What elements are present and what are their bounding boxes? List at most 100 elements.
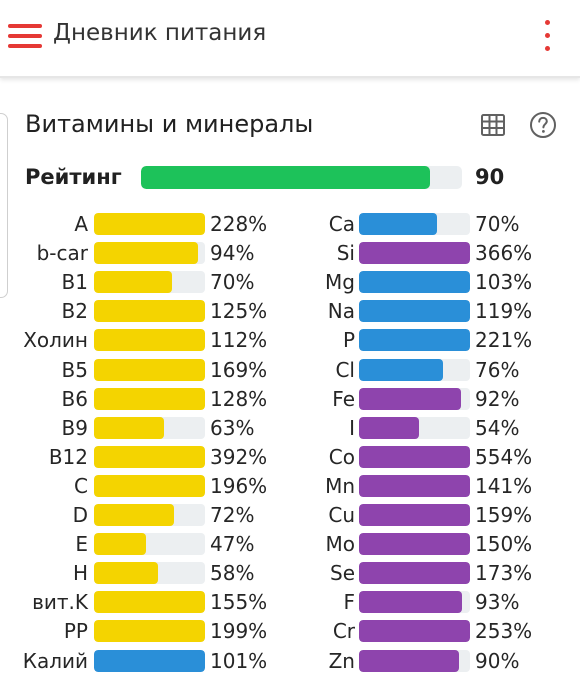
nutrient-name: B2 [61,299,88,324]
nutrient-bar-fill [94,562,159,585]
nutrient-percent: 92% [475,386,520,411]
nutrient-row: A 228% [0,212,580,236]
nutrient-row: Fe 92% [0,387,580,411]
nutrient-name: Zn [328,648,355,673]
nutrient-bar [94,591,205,614]
nutrient-bar [359,387,470,410]
nutrient-bar [359,213,470,235]
nutrient-bar-fill [359,533,470,556]
nutrient-name: Se [330,561,355,586]
nutrient-percent: 119% [475,299,533,324]
menu-icon[interactable] [8,21,42,51]
nutrient-percent: 70% [475,212,520,236]
nutrient-name: B12 [48,444,88,469]
nutrient-bar-fill [359,620,470,643]
nutrient-percent: 228% [210,212,268,236]
nutrient-row: B2 125% [0,299,580,323]
nutrient-row: Mn 141% [0,474,580,498]
nutrient-bar [359,271,470,294]
nutrient-name: Na [327,299,355,324]
nutrient-row: Холин 112% [0,328,580,352]
nutrient-bar-fill [94,358,205,381]
nutrient-bar-fill [94,387,205,410]
nutrient-name: b-car [36,241,88,266]
nutrient-name: B1 [61,270,88,295]
nutrient-row: b-car 94% [0,241,580,265]
nutrient-row: Cr 253% [0,619,580,643]
nutrient-percent: 392% [210,444,268,469]
nutrient-bar-fill [359,649,459,672]
nutrient-row: PP 199% [0,619,580,643]
nutrient-name: E [75,532,88,557]
help-icon[interactable] [529,111,557,139]
nutrient-bar [94,213,205,235]
nutrient-bar [94,562,205,585]
nutrient-percent: 94% [210,241,255,266]
nutrient-percent: 103% [475,270,533,295]
nutrient-percent: 72% [210,503,255,527]
nutrient-bar [359,562,470,585]
nutrient-row: Co 554% [0,445,580,469]
nutrient-name: C [74,473,88,498]
nutrient-bar-fill [94,242,199,265]
nutrient-bar-fill [359,591,463,614]
nutrient-row: B6 128% [0,387,580,411]
nutrient-percent: 47% [210,532,255,557]
rating-label: Рейтинг [25,165,122,189]
nutrient-row: Mg 103% [0,270,580,294]
nutrient-bar [359,329,470,352]
nutrient-bar [94,416,205,439]
nutrient-bar [359,474,470,497]
nutrient-name: Калий [22,648,88,673]
nutrient-percent: 155% [210,590,268,615]
nutrient-bar-fill [359,242,470,265]
nutrient-row: B12 392% [0,445,580,469]
nutrient-name: Cr [332,619,355,644]
nutrient-bar-fill [94,300,205,323]
nutrient-percent: 253% [475,619,533,644]
nutrient-bar-fill [94,649,205,672]
nutrient-name: B9 [61,415,88,440]
nutrient-bar-fill [359,504,470,526]
nutrient-bar-fill [359,358,444,381]
nutrient-name: Mo [325,532,356,557]
nutrient-bar [94,504,205,526]
nutrient-percent: 90% [475,648,520,673]
nutrient-bar [94,533,205,556]
nutrient-bar [359,620,470,643]
nutrient-row: B5 169% [0,358,580,382]
nutrient-row: Zn 90% [0,649,580,673]
nutrient-percent: 366% [475,241,533,266]
nutrient-name: B5 [61,357,88,382]
table-icon[interactable] [480,112,506,138]
nutrient-row: P 221% [0,328,580,352]
nutrient-bar-fill [94,620,205,643]
nutrient-row: Na 119% [0,299,580,323]
nutrient-bar [94,474,205,497]
nutrient-percent: 70% [210,270,255,295]
nutrient-percent: 196% [210,473,268,498]
nutrient-bar [94,271,205,294]
nutrient-bar [94,649,205,672]
more-vert-icon[interactable] [538,17,558,55]
nutrient-name: D [72,503,88,527]
app-title: Дневник питания [53,20,267,46]
nutrient-bar [94,445,205,468]
nutrient-bar-fill [359,562,470,585]
nutrient-percent: 199% [210,619,268,644]
rating-bar [141,166,462,189]
nutrient-bar-fill [94,504,174,526]
nutrient-percent: 128% [210,386,268,411]
nutrient-name: Cu [328,503,355,527]
nutrient-row: I 54% [0,416,580,440]
nutrient-bar-fill [94,533,147,556]
nutrient-bar [359,300,470,323]
nutrient-bar-fill [359,300,470,323]
nutrient-percent: 112% [210,328,268,353]
nutrient-bar [94,358,205,381]
nutrient-bar [94,300,205,323]
nutrient-bar [94,242,205,265]
nutrient-row: B1 70% [0,270,580,294]
nutrient-percent: 221% [475,328,533,353]
nutrient-percent: 173% [475,561,533,586]
